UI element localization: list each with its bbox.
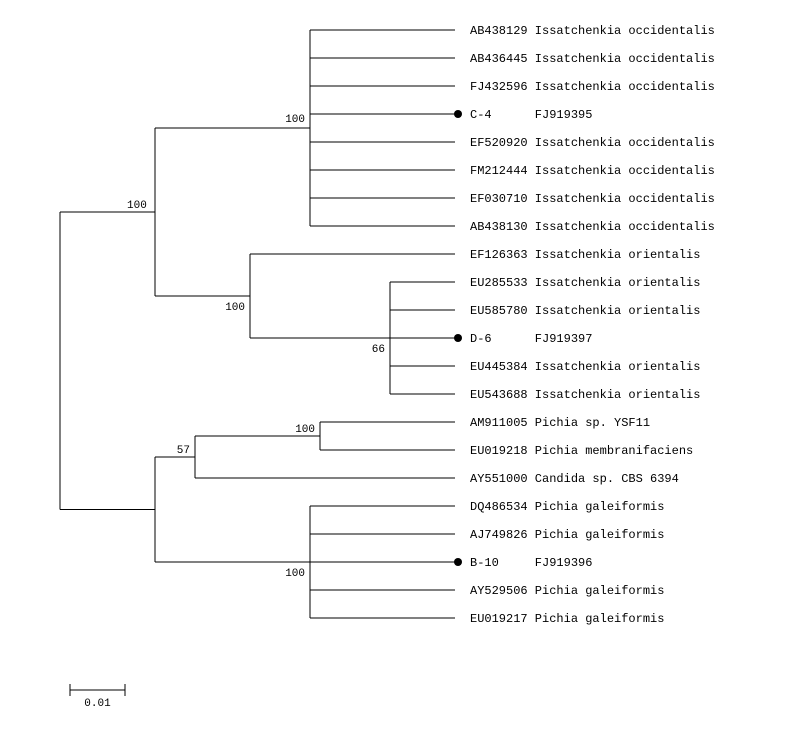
reference-leaf-label: AJ749826 Pichia galeiformis <box>470 528 664 542</box>
reference-leaf-label: AB438129 Issatchenkia occidentalis <box>470 24 715 38</box>
reference-leaf-label: AY551000 Candida sp. CBS 6394 <box>470 472 679 486</box>
reference-leaf-label: EF030710 Issatchenkia occidentalis <box>470 192 715 206</box>
bootstrap-value: 57 <box>177 445 190 457</box>
bootstrap-value: 100 <box>285 568 305 580</box>
sample-leaf-label: C-4 FJ919395 <box>470 108 592 122</box>
reference-leaf-label: DQ486534 Pichia galeiformis <box>470 500 664 514</box>
bootstrap-value: 100 <box>127 200 147 212</box>
phylogenetic-tree: AB438129 Issatchenkia occidentalis AB4364… <box>0 0 800 733</box>
reference-leaf-label: EU019218 Pichia membranifaciens <box>470 444 693 458</box>
scale-bar-label: 0.01 <box>84 698 111 710</box>
sample-leaf-label: B-10 FJ919396 <box>470 556 592 570</box>
sample-marker-icon <box>454 334 462 342</box>
reference-leaf-label: EU543688 Issatchenkia orientalis <box>470 388 700 402</box>
reference-leaf-label: AB436445 Issatchenkia occidentalis <box>470 52 715 66</box>
reference-leaf-label: FM212444 Issatchenkia occidentalis <box>470 164 715 178</box>
reference-leaf-label: EU585780 Issatchenkia orientalis <box>470 304 700 318</box>
bootstrap-value: 100 <box>295 424 315 436</box>
bootstrap-value: 66 <box>372 344 385 356</box>
reference-leaf-label: EF126363 Issatchenkia orientalis <box>470 248 700 262</box>
sample-marker-icon <box>454 110 462 118</box>
reference-leaf-label: EU445384 Issatchenkia orientalis <box>470 360 700 374</box>
sample-leaf-label: D-6 FJ919397 <box>470 332 592 346</box>
bootstrap-value: 100 <box>285 114 305 126</box>
sample-marker-icon <box>454 558 462 566</box>
reference-leaf-label: FJ432596 Issatchenkia occidentalis <box>470 80 715 94</box>
reference-leaf-label: AM911005 Pichia sp. YSF11 <box>470 416 650 430</box>
reference-leaf-label: EF520920 Issatchenkia occidentalis <box>470 136 715 150</box>
reference-leaf-label: AY529506 Pichia galeiformis <box>470 584 664 598</box>
reference-leaf-label: EU285533 Issatchenkia orientalis <box>470 276 700 290</box>
reference-leaf-label: AB438130 Issatchenkia occidentalis <box>470 220 715 234</box>
reference-leaf-label: EU019217 Pichia galeiformis <box>470 612 664 626</box>
bootstrap-value: 100 <box>225 302 245 314</box>
